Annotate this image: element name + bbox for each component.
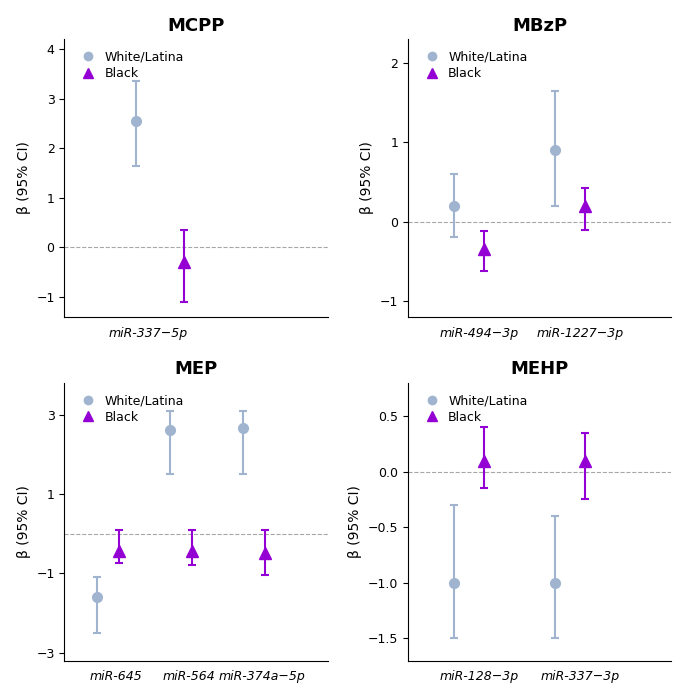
Y-axis label: β (95% CI): β (95% CI)	[361, 141, 374, 214]
Y-axis label: β (95% CI): β (95% CI)	[17, 485, 31, 558]
Y-axis label: β (95% CI): β (95% CI)	[17, 141, 31, 214]
Y-axis label: β (95% CI): β (95% CI)	[348, 485, 363, 558]
Title: MEP: MEP	[174, 360, 217, 379]
Title: MEHP: MEHP	[510, 360, 569, 379]
Title: MCPP: MCPP	[167, 17, 224, 35]
Legend: White/Latina, Black: White/Latina, Black	[71, 46, 189, 85]
Legend: White/Latina, Black: White/Latina, Black	[71, 389, 189, 428]
Title: MBzP: MBzP	[512, 17, 568, 35]
Legend: White/Latina, Black: White/Latina, Black	[414, 389, 533, 428]
Legend: White/Latina, Black: White/Latina, Black	[414, 46, 533, 85]
